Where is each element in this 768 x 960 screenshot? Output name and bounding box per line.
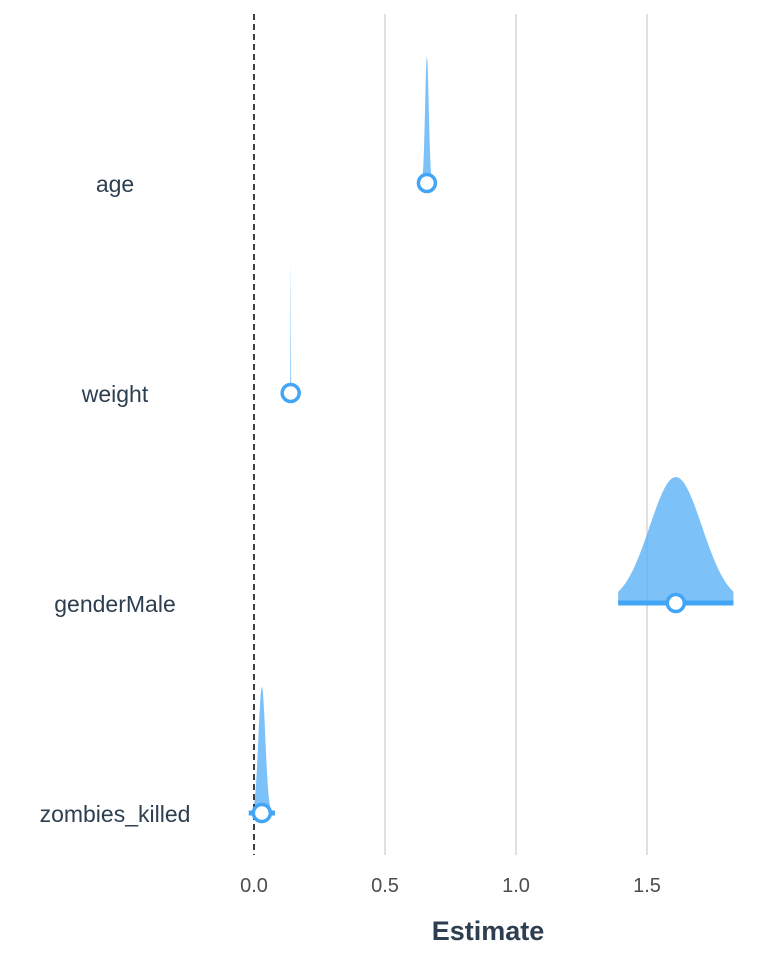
density-weight bbox=[290, 267, 292, 393]
density-layer bbox=[248, 57, 734, 813]
density-zombies_killed bbox=[248, 687, 275, 813]
grid-layer bbox=[384, 14, 648, 855]
point-age bbox=[416, 172, 438, 194]
density-genderMale bbox=[618, 477, 734, 603]
x-tick-label-3: 1.5 bbox=[633, 875, 661, 897]
point-genderMale bbox=[665, 592, 687, 614]
y-label-age: age bbox=[96, 171, 134, 197]
density-age bbox=[421, 57, 433, 183]
x-tick-label-0: 0.0 bbox=[240, 875, 268, 897]
point-weight bbox=[280, 382, 301, 404]
y-axis-labels: age weight genderMale zombies_killed bbox=[40, 171, 191, 827]
y-label-genderMale: genderMale bbox=[54, 591, 175, 617]
point-layer bbox=[251, 172, 687, 824]
x-tick-label-1: 0.5 bbox=[371, 875, 399, 897]
y-label-weight: weight bbox=[81, 381, 149, 407]
x-axis-title: Estimate bbox=[432, 916, 545, 946]
x-tick-label-2: 1.0 bbox=[502, 875, 530, 897]
y-label-zombies_killed: zombies_killed bbox=[40, 801, 191, 827]
point-zombies_killed bbox=[251, 802, 273, 824]
x-axis-ticks: 0.0 0.5 1.0 1.5 bbox=[240, 875, 661, 897]
